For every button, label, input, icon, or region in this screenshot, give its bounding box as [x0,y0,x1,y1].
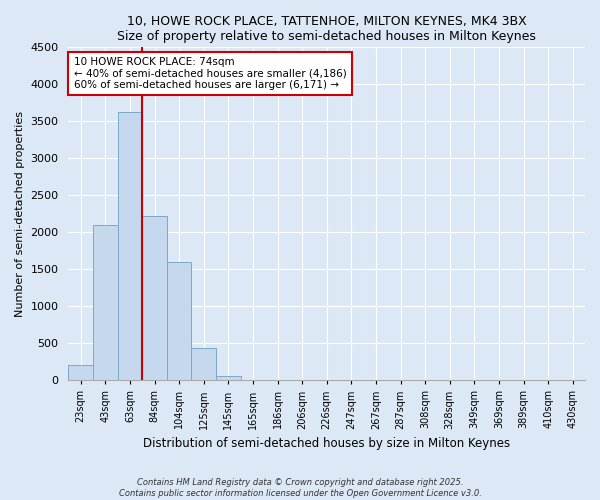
Bar [93,224,118,380]
Bar [142,216,167,380]
Title: 10, HOWE ROCK PLACE, TATTENHOE, MILTON KEYNES, MK4 3BX
Size of property relative: 10, HOWE ROCK PLACE, TATTENHOE, MILTON K… [117,15,536,43]
Bar [216,376,241,380]
Bar [118,112,142,380]
X-axis label: Distribution of semi-detached houses by size in Milton Keynes: Distribution of semi-detached houses by … [143,437,510,450]
Bar [191,348,216,380]
Bar [167,262,191,380]
Text: 10 HOWE ROCK PLACE: 74sqm
← 40% of semi-detached houses are smaller (4,186)
60% : 10 HOWE ROCK PLACE: 74sqm ← 40% of semi-… [74,57,346,90]
Text: Contains HM Land Registry data © Crown copyright and database right 2025.
Contai: Contains HM Land Registry data © Crown c… [119,478,481,498]
Bar [68,364,93,380]
Y-axis label: Number of semi-detached properties: Number of semi-detached properties [15,110,25,316]
